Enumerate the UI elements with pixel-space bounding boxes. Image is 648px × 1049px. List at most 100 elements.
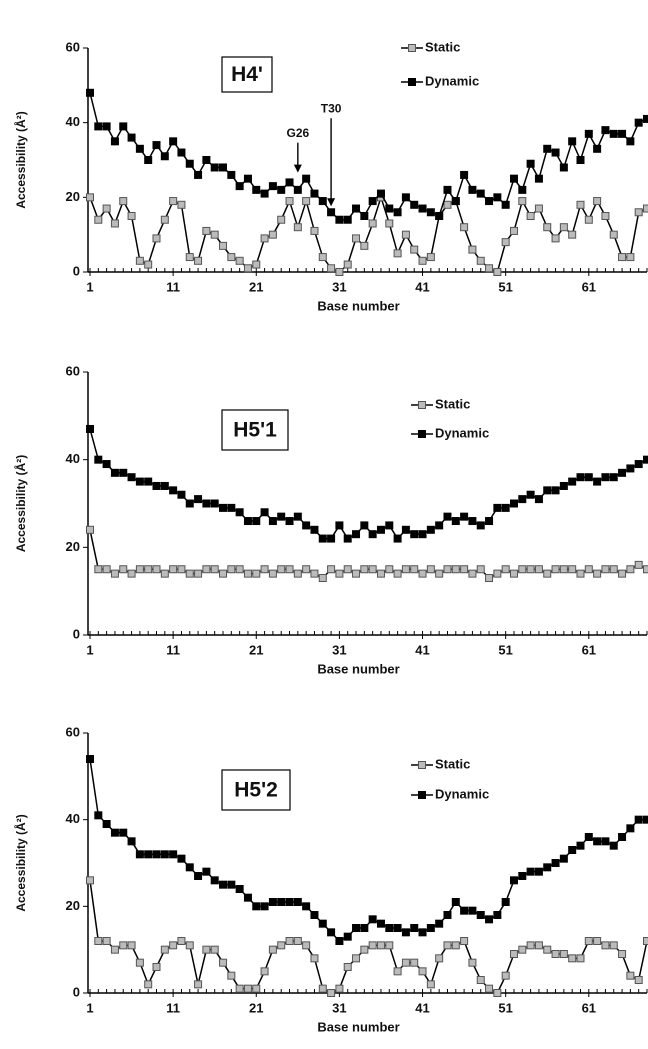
data-point <box>618 569 627 578</box>
data-point <box>451 941 460 950</box>
data-point <box>102 820 111 828</box>
data-point <box>127 941 136 950</box>
data-point <box>385 941 394 950</box>
data-point <box>526 867 535 876</box>
data-point <box>468 906 477 915</box>
y-tick-label: 20 <box>66 539 80 554</box>
legend-marker <box>418 761 426 769</box>
data-point <box>493 911 502 919</box>
data-point <box>227 971 236 980</box>
data-point <box>185 863 194 872</box>
data-point <box>260 565 269 574</box>
data-point <box>252 260 261 269</box>
data-point <box>277 565 286 574</box>
data-point <box>468 569 477 578</box>
data-point <box>194 495 203 504</box>
data-point <box>310 569 319 578</box>
data-point <box>476 521 485 530</box>
data-point <box>202 945 211 954</box>
x-axis-label: Base number <box>317 298 399 313</box>
data-point <box>601 212 610 220</box>
data-point <box>144 980 153 989</box>
data-point <box>335 268 344 276</box>
data-point <box>626 971 635 980</box>
data-point <box>443 185 452 194</box>
data-point <box>86 193 94 202</box>
data-point <box>418 569 427 578</box>
data-point <box>626 253 635 262</box>
data-point <box>277 185 286 194</box>
data-point <box>443 941 452 950</box>
data-point <box>210 499 219 508</box>
data-point <box>360 212 369 220</box>
data-point <box>451 517 460 526</box>
data-point <box>534 174 543 183</box>
y-tick-label: 0 <box>73 626 80 641</box>
data-point <box>609 841 618 850</box>
data-point <box>468 185 477 194</box>
data-point <box>327 534 336 543</box>
data-point <box>144 850 153 859</box>
data-point <box>302 565 311 574</box>
data-point <box>401 193 410 202</box>
data-point <box>318 253 327 262</box>
data-point <box>451 565 460 574</box>
x-axis-label: Base number <box>317 661 399 676</box>
data-point <box>543 945 552 954</box>
y-tick-label: 20 <box>66 189 80 204</box>
data-point <box>618 129 627 138</box>
data-point <box>485 915 494 924</box>
data-point <box>135 565 144 574</box>
data-point <box>169 941 178 950</box>
data-point <box>94 215 103 224</box>
data-point <box>526 159 535 168</box>
data-point <box>210 565 219 574</box>
data-point <box>393 924 402 932</box>
data-point <box>177 148 186 157</box>
data-point <box>601 837 610 846</box>
data-point <box>418 967 427 976</box>
x-tick-label: 1 <box>86 279 93 294</box>
data-point <box>243 264 252 273</box>
data-point <box>401 958 410 967</box>
data-point <box>418 256 427 265</box>
data-point <box>310 226 319 235</box>
data-point <box>393 208 402 217</box>
data-point <box>102 460 111 469</box>
data-point <box>343 963 352 971</box>
data-point <box>227 565 236 574</box>
data-point <box>626 464 635 473</box>
data-point <box>293 569 302 578</box>
data-point <box>252 902 261 911</box>
data-point <box>426 980 435 989</box>
data-point <box>568 846 577 854</box>
data-point <box>593 197 602 206</box>
data-point <box>593 837 602 846</box>
data-point <box>177 565 186 574</box>
data-point <box>135 850 144 859</box>
data-point <box>327 989 336 997</box>
data-point <box>626 565 635 574</box>
data-point <box>393 249 402 258</box>
data-point <box>144 156 153 164</box>
data-point <box>268 517 277 526</box>
data-point <box>160 850 169 859</box>
x-tick-label: 1 <box>86 642 93 657</box>
data-point <box>235 256 244 265</box>
data-point <box>435 521 444 530</box>
data-point <box>144 477 153 486</box>
data-point <box>543 863 552 872</box>
data-point <box>277 941 286 950</box>
data-point <box>219 163 228 172</box>
data-point <box>86 88 94 97</box>
data-point <box>376 941 385 950</box>
y-tick-label: 0 <box>73 263 80 278</box>
data-point <box>210 876 219 885</box>
data-point <box>110 828 119 837</box>
data-point <box>493 268 502 276</box>
data-point <box>252 984 261 993</box>
data-point <box>135 958 144 967</box>
data-point <box>576 200 585 209</box>
data-point <box>568 477 577 486</box>
data-point <box>352 954 361 963</box>
